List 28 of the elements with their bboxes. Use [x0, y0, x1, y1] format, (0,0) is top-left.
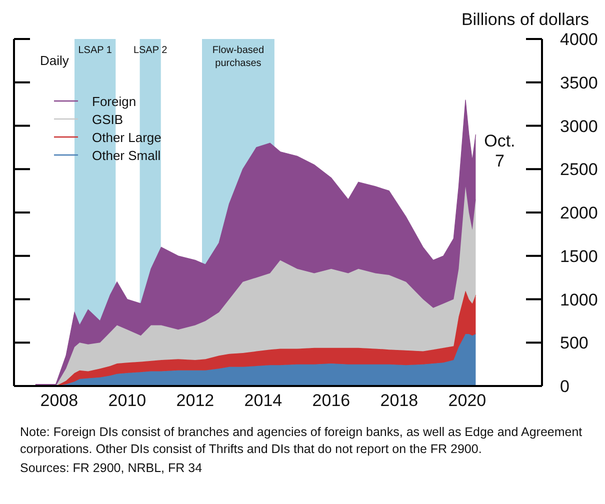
y-tick-label: 1500: [560, 246, 598, 266]
annotation: Oct. 7: [484, 131, 516, 170]
y-tick-label: 0: [560, 377, 570, 396]
source-note: Sources: FR 2900, NRBL, FR 34: [20, 460, 204, 477]
x-tick-label: 2008: [40, 391, 78, 410]
legend-label: Foreign: [92, 94, 136, 109]
band-label: Flow-based purchases: [212, 45, 264, 69]
legend-label: Other Large: [92, 130, 162, 145]
legend-label: Other Small: [92, 148, 161, 163]
y-tick-label: 1000: [560, 290, 598, 310]
y-tick-label: 3000: [560, 116, 598, 136]
x-tick-label: 2016: [312, 391, 350, 410]
y-tick-label: 3500: [560, 73, 598, 92]
y-axis-title: Billions of dollars: [461, 10, 589, 29]
x-tick-label: 2010: [108, 391, 146, 410]
x-tick-label: 2014: [244, 391, 282, 410]
x-tick-label: 2018: [380, 391, 418, 410]
text: Note: Foreign DIs consist of branches and agencies of foreign banks, as well as Edge and Agreement corporations. Other DIs consist of Thrifts and DIs that do not report on the FR 2900.: [20, 424, 584, 458]
x-tick-label: 2012: [176, 391, 214, 410]
legend-label: GSIB: [92, 112, 124, 127]
y-tick-label: 2500: [560, 160, 598, 180]
y-tick-label: 2000: [560, 204, 598, 223]
annotation: Daily: [40, 53, 70, 68]
y-tick-label: 500: [560, 334, 588, 353]
band-label: LSAP 1: [78, 45, 112, 56]
band-label: LSAP 2: [133, 45, 168, 56]
y-tick-label: 4000: [560, 30, 598, 50]
x-tick-label: 2020: [448, 391, 486, 410]
